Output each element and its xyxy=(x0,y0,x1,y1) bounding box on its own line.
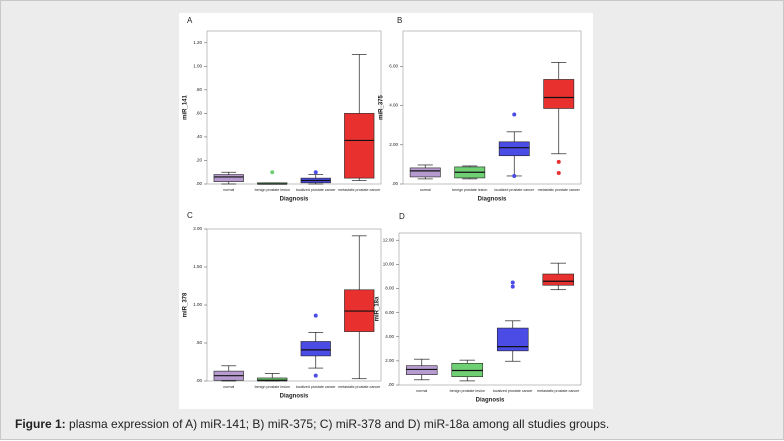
outlier xyxy=(313,170,318,175)
box xyxy=(496,327,529,352)
outlier xyxy=(510,280,515,285)
y-tick-label: 12.00 xyxy=(383,237,395,242)
outlier xyxy=(313,373,318,378)
outlier xyxy=(556,159,561,164)
y-tick-label: 1.20 xyxy=(193,40,202,45)
x-tick-label: benign prostate lesion xyxy=(255,188,290,192)
y-tick-label: 6.00 xyxy=(385,310,394,315)
x-tick-label: metastatic prostate cancer xyxy=(537,389,580,393)
panel-label: D xyxy=(399,212,405,221)
caption-text: plasma expression of A) miR-141; B) miR-… xyxy=(69,417,610,431)
plot-frame xyxy=(398,232,582,386)
y-tick-label: 2.00 xyxy=(385,358,394,363)
y-tick-label: 6.00 xyxy=(389,63,398,68)
plot-frame xyxy=(206,30,382,185)
box xyxy=(344,113,375,179)
x-tick-label: localized prostate cancer xyxy=(296,385,337,389)
y-tick-label: .50 xyxy=(196,340,203,345)
x-tick-label: benign prostate lesion xyxy=(450,389,485,393)
box xyxy=(213,174,244,182)
box xyxy=(300,341,331,357)
outlier xyxy=(512,112,517,117)
y-tick-label: .00 xyxy=(388,382,395,387)
y-tick-label: .40 xyxy=(196,134,203,139)
x-tick-label: metastatic prostate cancer xyxy=(338,385,381,389)
y-tick-label: 4.00 xyxy=(389,103,398,108)
caption: Figure 1: plasma expression of A) miR-14… xyxy=(15,417,609,431)
outlier xyxy=(510,284,515,289)
plot-frame xyxy=(402,30,582,185)
outlier xyxy=(556,171,561,176)
x-axis-label: Diagnosis xyxy=(280,197,309,203)
x-tick-label: normal xyxy=(416,389,427,393)
y-tick-label: 4.00 xyxy=(385,334,394,339)
y-tick-label: .00 xyxy=(392,181,399,186)
x-axis-label: Diagnosis xyxy=(478,197,507,203)
x-tick-label: benign prostate lesion xyxy=(255,385,290,389)
y-tick-label: 1.50 xyxy=(193,264,202,269)
x-tick-label: metastatic prostate cancer xyxy=(538,188,581,192)
y-tick-label: .60 xyxy=(196,111,203,116)
panel-label: C xyxy=(187,211,193,220)
x-tick-label: normal xyxy=(223,188,234,192)
box xyxy=(498,141,530,157)
caption-label: Figure 1: xyxy=(15,417,66,431)
y-axis-label: miR_375 xyxy=(379,94,385,119)
y-axis-label: miR_378 xyxy=(183,292,189,317)
y-tick-label: .00 xyxy=(196,378,203,383)
y-tick-label: .20 xyxy=(196,158,203,163)
y-tick-label: 8.00 xyxy=(385,286,394,291)
x-tick-label: normal xyxy=(420,188,431,192)
y-tick-label: 10.00 xyxy=(383,262,395,267)
box xyxy=(542,273,575,286)
y-axis-label: miR_18a xyxy=(375,296,381,321)
x-tick-label: normal xyxy=(223,385,234,389)
y-axis-label: miR_141 xyxy=(183,94,189,119)
panel-label: B xyxy=(397,16,402,25)
y-tick-label: 2.00 xyxy=(389,142,398,147)
outlier xyxy=(270,170,275,175)
y-tick-label: 2.00 xyxy=(193,226,202,231)
x-tick-label: benign prostate lesion xyxy=(452,188,487,192)
y-tick-label: 1.00 xyxy=(193,63,202,68)
outlier xyxy=(512,173,517,178)
figure-background xyxy=(179,13,593,409)
x-tick-label: localized prostate cancer xyxy=(296,188,337,192)
x-axis-label: Diagnosis xyxy=(280,394,309,400)
y-tick-label: .80 xyxy=(196,87,203,92)
box xyxy=(405,365,438,375)
panel-label: A xyxy=(187,16,193,25)
box xyxy=(409,167,441,178)
y-tick-label: .00 xyxy=(196,181,203,186)
x-tick-label: localized prostate cancer xyxy=(493,389,534,393)
outlier xyxy=(313,313,318,318)
box xyxy=(543,79,575,109)
x-tick-label: metastatic prostate cancer xyxy=(338,188,381,192)
x-tick-label: localized prostate cancer xyxy=(494,188,535,192)
y-tick-label: 1.00 xyxy=(193,302,202,307)
x-axis-label: Diagnosis xyxy=(476,398,505,404)
box xyxy=(257,377,288,382)
